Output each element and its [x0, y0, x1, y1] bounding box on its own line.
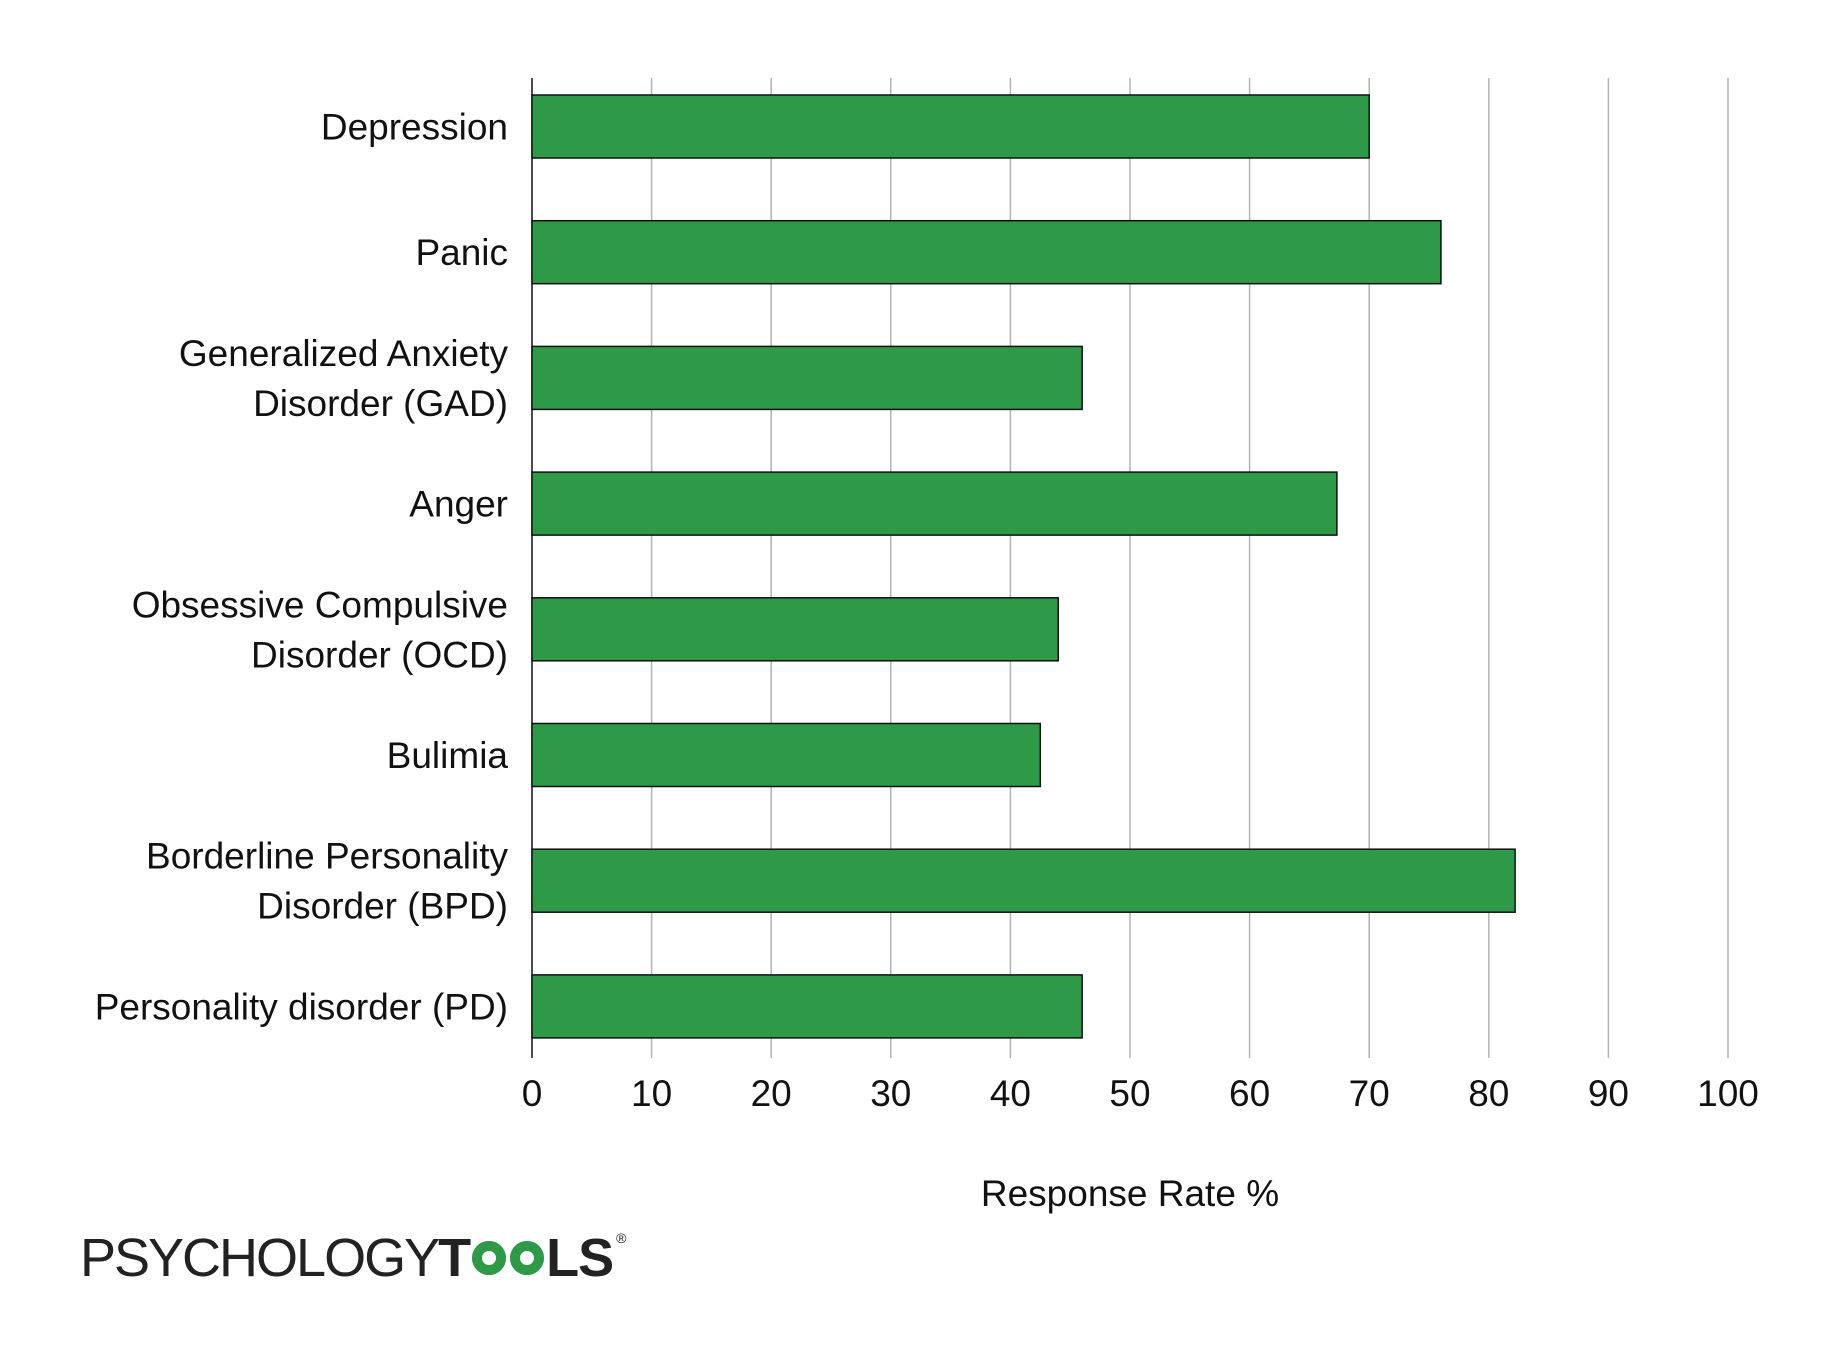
x-tick-label: 70	[1349, 1073, 1390, 1114]
bar	[531, 722, 1042, 788]
category-label: Generalized Anxiety	[179, 333, 509, 374]
bars	[531, 94, 1516, 1039]
bar	[531, 974, 1083, 1039]
category-label: Obsessive Compulsive	[132, 584, 508, 625]
x-tick-label: 30	[870, 1073, 911, 1114]
x-tick-label: 40	[990, 1073, 1031, 1114]
x-tick-label: 100	[1697, 1073, 1759, 1114]
x-tick-label: 0	[522, 1073, 543, 1114]
category-label: Panic	[415, 232, 508, 273]
logo-text-t: T	[438, 1228, 471, 1288]
bar	[531, 345, 1083, 411]
x-tick-label: 90	[1588, 1073, 1629, 1114]
gear-icon	[472, 1241, 507, 1275]
category-label: Disorder (OCD)	[251, 634, 508, 675]
category-label: Personality disorder (PD)	[95, 986, 508, 1027]
x-tick-label: 50	[1109, 1073, 1150, 1114]
x-axis-title: Response Rate %	[981, 1173, 1279, 1214]
registered-mark: ®	[616, 1230, 627, 1246]
category-label: Disorder (BPD)	[257, 886, 508, 927]
x-tick-label: 80	[1468, 1073, 1509, 1114]
category-label: Borderline Personality	[146, 836, 508, 877]
bar	[531, 848, 1516, 913]
bar	[531, 94, 1370, 159]
psychology-tools-logo: PSYCHOLOGY T LS ®	[80, 1228, 626, 1288]
category-labels: Depression Panic Generalized Anxiety Disord…	[95, 107, 509, 1028]
x-tick-label: 60	[1229, 1073, 1270, 1114]
category-label: Depression	[321, 107, 508, 148]
category-label: Bulimia	[387, 735, 509, 776]
x-tick-labels: 0 10 20 30 40 50 60 70 80 90 100	[522, 1073, 1759, 1114]
bar	[531, 219, 1442, 285]
logo-text-light: PSYCHOLOGY	[80, 1228, 440, 1288]
logo-text-ls: LS	[546, 1228, 614, 1288]
x-tick-label: 10	[631, 1073, 672, 1114]
x-tick-label: 20	[751, 1073, 792, 1114]
category-label: Disorder (GAD)	[253, 383, 508, 424]
gear-icon	[510, 1241, 545, 1275]
bar	[531, 471, 1338, 536]
category-label: Anger	[409, 484, 508, 525]
bar	[531, 597, 1059, 662]
